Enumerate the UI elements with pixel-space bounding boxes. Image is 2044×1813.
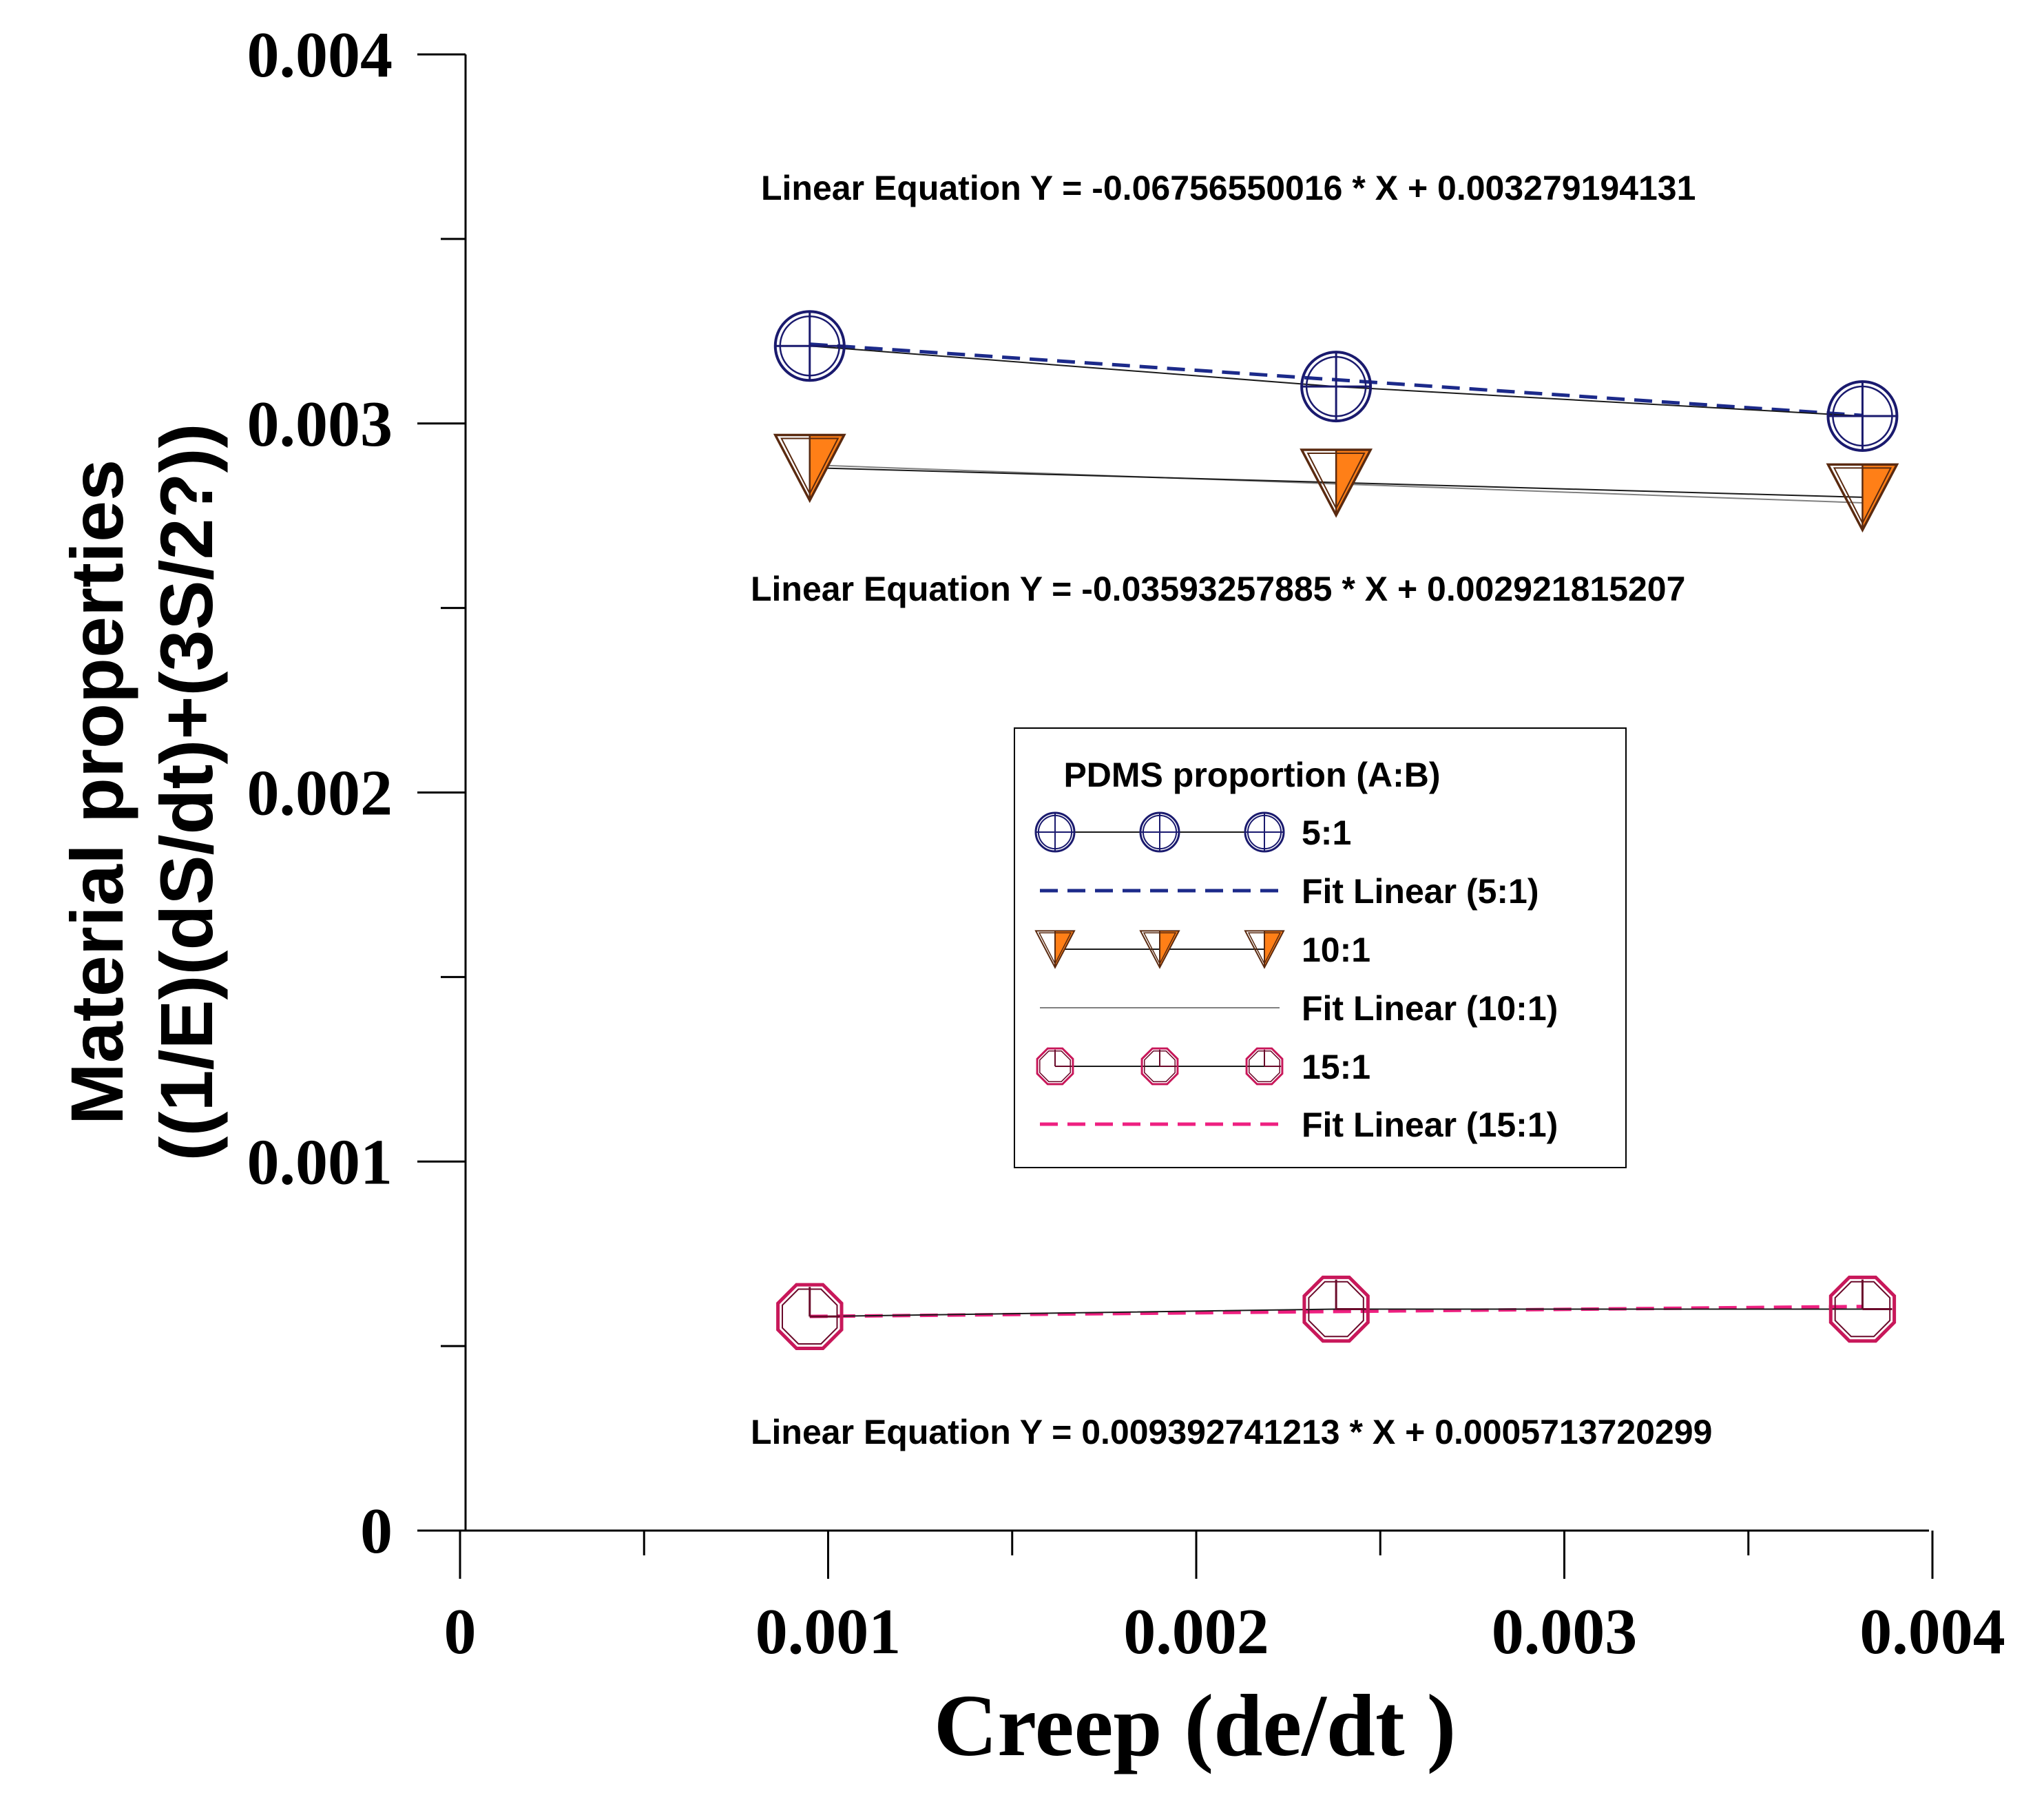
- data-point: [1300, 448, 1373, 518]
- legend: PDMS proportion (A:B) 5:1 Fit Linear (5:1…: [1014, 727, 1627, 1168]
- legend-label: 15:1: [1302, 1048, 1370, 1086]
- x-tick-label: 0.002: [1123, 1596, 1269, 1668]
- y-tick-label: 0.002: [247, 758, 393, 829]
- equation-10-1: Linear Equation Y = -0.03593257885 * X +…: [751, 570, 1685, 608]
- legend-marker: [1034, 930, 1076, 969]
- data-markers: [773, 310, 1899, 1350]
- y-tick-label: 0.004: [247, 19, 393, 91]
- x-axis-ticks: 0 0.001 0.002 0.003 0.004: [444, 1531, 2005, 1668]
- y-tick-label: 0.003: [247, 388, 393, 460]
- data-point: [773, 310, 846, 382]
- x-tick-label: 0: [444, 1596, 477, 1668]
- y-axis-ticks: 0 0.001 0.002 0.003 0.004: [247, 19, 466, 1567]
- legend-box: [1014, 727, 1627, 1168]
- data-point: [1826, 463, 1899, 533]
- data-point: [1300, 351, 1373, 423]
- legend-title: PDMS proportion (A:B): [1063, 756, 1440, 794]
- data-point: [773, 433, 846, 504]
- legend-marker: [1034, 811, 1076, 853]
- x-tick-label: 0.001: [755, 1596, 901, 1668]
- equation-15-1: Linear Equation Y = 0.009392741213 * X +…: [751, 1413, 1712, 1451]
- legend-marker: [1244, 811, 1285, 853]
- legend-entry: Fit Linear (5:1): [1040, 872, 1539, 911]
- x-tick-label: 0.003: [1492, 1596, 1638, 1668]
- legend-entry: Fit Linear (10:1): [1040, 989, 1558, 1028]
- y-axis-title-line1: Material properties: [55, 459, 138, 1125]
- legend-label: 10:1: [1302, 931, 1370, 969]
- x-tick-label: 0.004: [1859, 1596, 2005, 1668]
- legend-entry: 5:1: [1034, 811, 1351, 853]
- x-axis-title: Creep (de/dt ): [934, 1677, 1456, 1774]
- legend-entry: 15:1: [1036, 1047, 1370, 1086]
- y-tick-label: 0: [360, 1495, 393, 1567]
- data-point: [1826, 380, 1899, 453]
- data-point: [1302, 1275, 1370, 1343]
- legend-entry: Fit Linear (15:1): [1040, 1106, 1558, 1144]
- legend-marker: [1139, 811, 1180, 853]
- legend-marker: [1140, 1047, 1179, 1086]
- legend-marker: [1245, 1047, 1284, 1086]
- legend-entry: 10:1: [1034, 930, 1370, 969]
- data-point: [1828, 1275, 1897, 1343]
- legend-label: Fit Linear (15:1): [1302, 1106, 1558, 1144]
- y-tick-label: 0.001: [247, 1126, 393, 1198]
- legend-marker: [1244, 930, 1285, 969]
- y-axis-title-line2: ((1/E)(dS/dt)+(3S/2?)): [145, 424, 228, 1161]
- equation-5-1: Linear Equation Y = -0.06756550016 * X +…: [761, 169, 1696, 207]
- legend-label: Fit Linear (5:1): [1302, 872, 1539, 911]
- legend-label: Fit Linear (10:1): [1302, 989, 1558, 1028]
- fit-line-2: [809, 1305, 1863, 1318]
- legend-marker: [1139, 930, 1180, 969]
- y-axis-title: Material properties ((1/E)(dS/dt)+(3S/2?…: [55, 424, 228, 1161]
- legend-label: 5:1: [1302, 814, 1351, 852]
- data-point: [776, 1283, 844, 1350]
- legend-entries: 5:1 Fit Linear (5:1) 10:1 Fit Linear (10:1)…: [1034, 811, 1558, 1144]
- legend-marker: [1036, 1047, 1074, 1086]
